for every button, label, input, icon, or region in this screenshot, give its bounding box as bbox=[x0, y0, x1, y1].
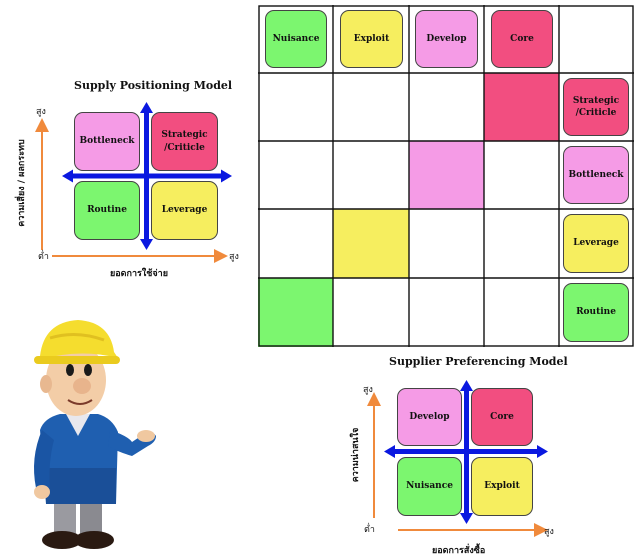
spm-blue-cross bbox=[62, 102, 232, 250]
spm-x-axis-label: ยอดการใช้จ่าย bbox=[110, 269, 168, 279]
spf-quadrant-nuisance: Nuisance bbox=[397, 457, 462, 516]
matrix-row-bottleneck: Bottleneck bbox=[563, 146, 629, 204]
matrix-grid-lines bbox=[258, 5, 634, 347]
spm-quadrant-bottleneck: Bottleneck bbox=[74, 112, 140, 171]
matrix-row-strategic: Strategic /Criticle bbox=[563, 78, 629, 136]
relationship-matrix: Nuisance Exploit Develop Core Strategic … bbox=[258, 5, 634, 347]
spm-quadrant-strategic: Strategic /Criticle bbox=[151, 112, 218, 171]
spm-quadrant-routine: Routine bbox=[74, 181, 140, 240]
spm-arrows bbox=[35, 118, 228, 263]
matrix-cell-develop-bottleneck bbox=[409, 141, 484, 209]
spf-quadrant-develop: Develop bbox=[397, 388, 462, 446]
matrix-header-exploit: Exploit bbox=[340, 10, 403, 68]
matrix-header-develop: Develop bbox=[415, 10, 478, 68]
matrix-header-nuisance: Nuisance bbox=[265, 10, 327, 68]
spf-arrows bbox=[367, 392, 548, 537]
spm-quadrant-leverage: Leverage bbox=[151, 181, 218, 240]
matrix-row-routine: Routine bbox=[563, 283, 629, 342]
spf-low-label: ต่ำ bbox=[364, 525, 375, 535]
spf-x-axis-label: ยอดการสั่งซื้อ bbox=[432, 546, 486, 556]
spm-y-axis-label: ความเสี่ยง / ผลกระทบ bbox=[17, 139, 27, 227]
matrix-row-leverage: Leverage bbox=[563, 214, 629, 273]
spf-high-y-label: สูง bbox=[363, 385, 373, 395]
spm-title: Supply Positioning Model bbox=[74, 79, 233, 92]
spf-blue-cross bbox=[384, 380, 548, 524]
spf-quadrant-exploit: Exploit bbox=[471, 457, 533, 516]
spm-high-x-label: สูง bbox=[229, 252, 239, 262]
matrix-header-core: Core bbox=[491, 10, 553, 68]
spf-title: Supplier Preferencing Model bbox=[389, 355, 568, 368]
worker-illustration bbox=[34, 320, 156, 549]
matrix-cell-core-strategic bbox=[484, 73, 559, 141]
spf-y-axis-label: ความน่าสนใจ bbox=[351, 427, 361, 483]
spf-high-x-label: สูง bbox=[544, 527, 554, 537]
matrix-cell-nuisance-routine bbox=[258, 278, 333, 347]
matrix-cell-exploit-leverage bbox=[333, 209, 409, 278]
spf-quadrant-core: Core bbox=[471, 388, 533, 446]
spm-low-label: ต่ำ bbox=[38, 252, 49, 262]
spm-high-y-label: สูง bbox=[36, 107, 46, 117]
